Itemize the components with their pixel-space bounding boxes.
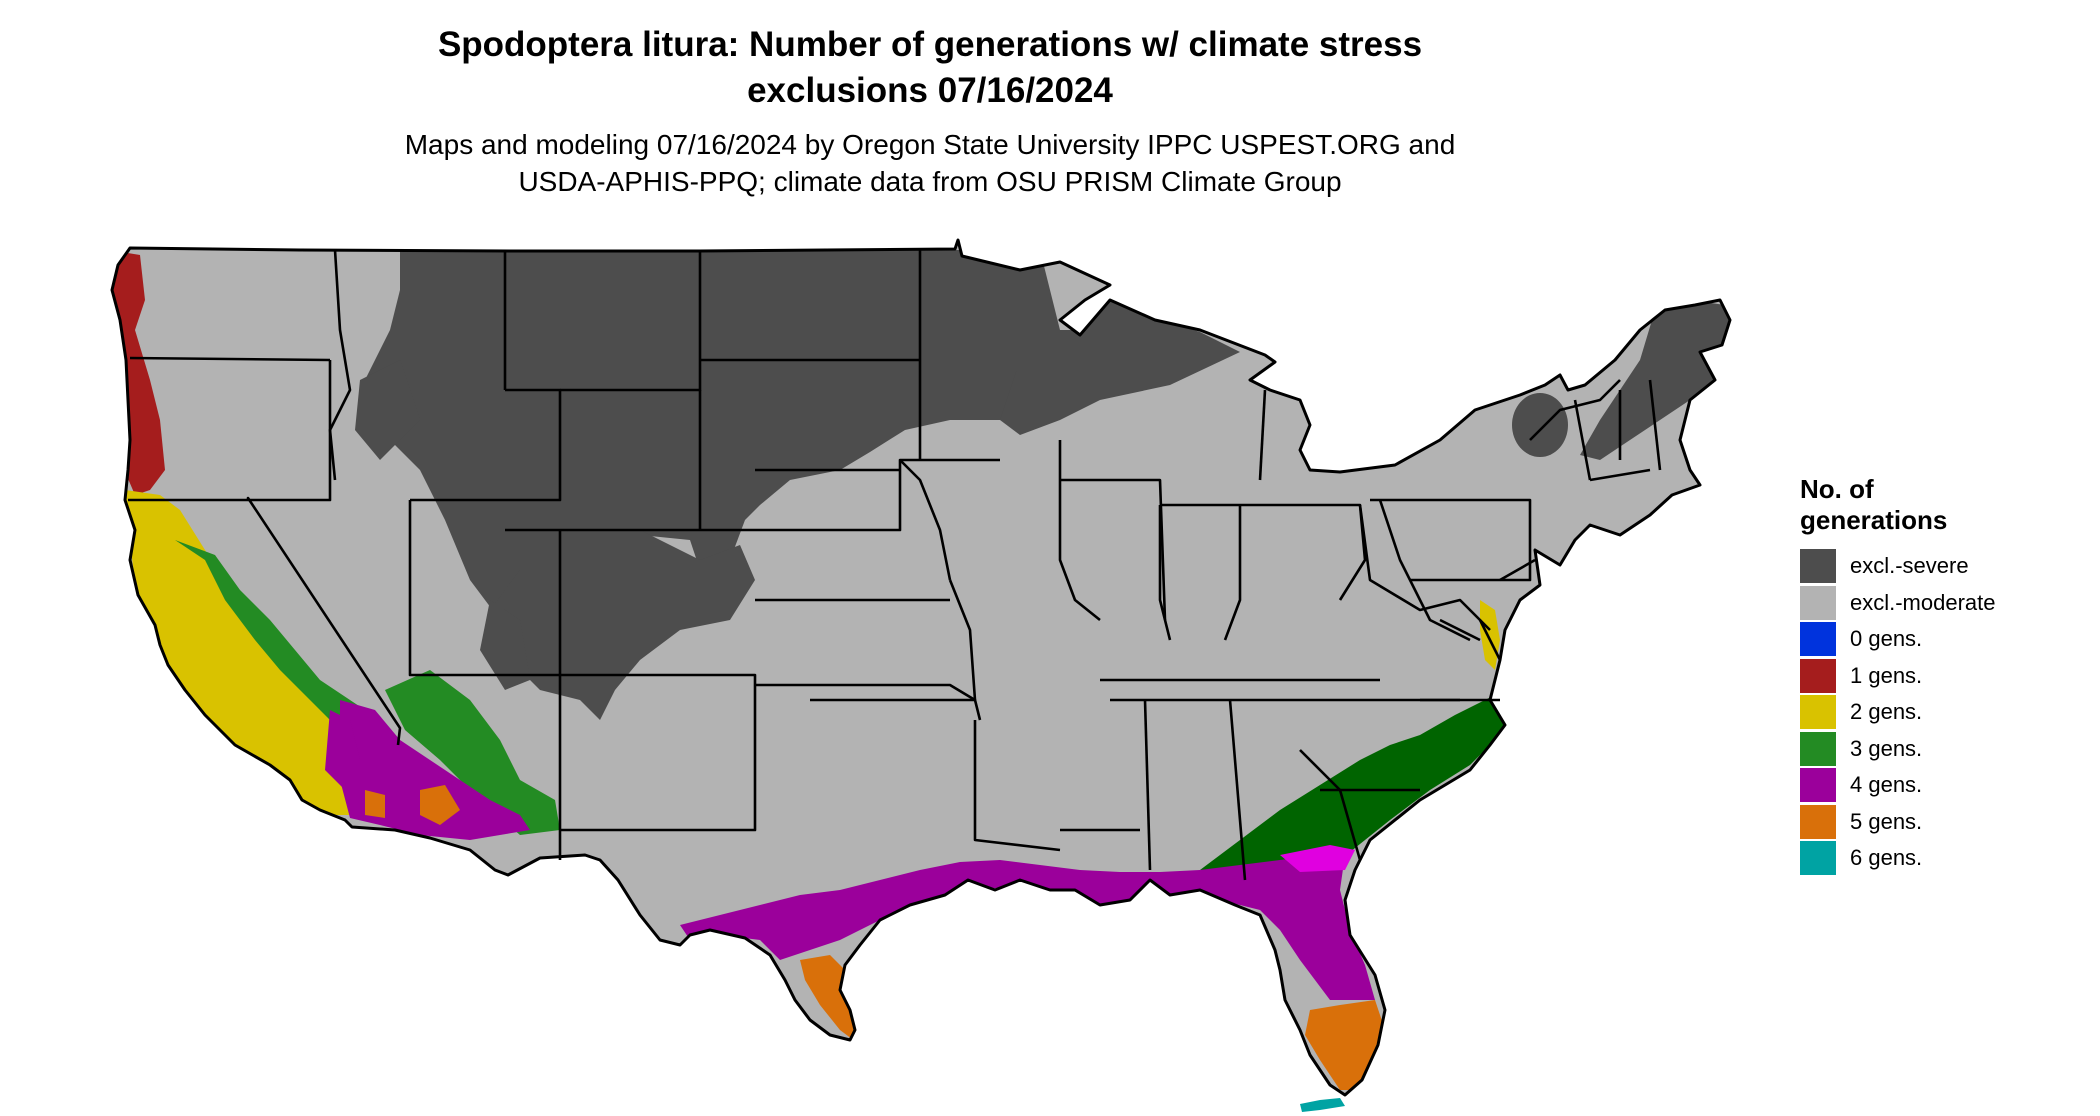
climate-zones: [112, 240, 1730, 1095]
legend-label: 5 gens.: [1850, 808, 1923, 834]
legend-swatch: [1800, 841, 1836, 876]
zone-excl-severe-north: [360, 250, 1070, 630]
legend-label: 4 gens.: [1850, 772, 1923, 798]
subtitle-line-2: USDA-APHIS-PPQ; climate data from OSU PR…: [518, 166, 1342, 197]
legend-label: 6 gens.: [1850, 845, 1923, 871]
zone-gen2-california: [125, 490, 350, 815]
zone-gen5-arizona: [420, 785, 460, 825]
legend-swatch: [1800, 549, 1836, 584]
legend-title: No. of generations: [1800, 474, 2090, 536]
zone-excl-severe-rockies: [490, 530, 755, 720]
zone-excl-severe-adirondacks: [1512, 393, 1568, 457]
legend-swatch: [1800, 658, 1836, 693]
legend-label: excl.-severe: [1850, 553, 1969, 579]
zone-gen4-bright-fringe: [1280, 845, 1355, 872]
legend-swatch: [1800, 585, 1836, 620]
zone-gen3-atlantic: [1200, 690, 1510, 885]
zone-gen5-florida: [1305, 1000, 1385, 1090]
legend: No. of generations excl.-severe excl.-mo…: [1800, 474, 2090, 877]
legend-item-6-gens: 6 gens.: [1800, 840, 2090, 877]
legend-label: excl.-moderate: [1850, 589, 1996, 615]
map-subtitle: Maps and modeling 07/16/2024 by Oregon S…: [250, 126, 1610, 200]
zone-excl-severe-greatbasin: [480, 600, 530, 690]
zone-gen4-arizona: [340, 700, 530, 840]
legend-item-1-gens: 1 gens.: [1800, 658, 2090, 695]
florida-keys: [1300, 1098, 1345, 1112]
legend-title-line-2: generations: [1800, 505, 1948, 535]
legend-label: 3 gens.: [1850, 735, 1923, 761]
legend-swatch: [1800, 695, 1836, 730]
legend-item-5-gens: 5 gens.: [1800, 804, 2090, 841]
legend-item-excl-moderate: excl.-moderate: [1800, 585, 2090, 622]
legend-item-excl-severe: excl.-severe: [1800, 548, 2090, 585]
legend-swatch: [1800, 804, 1836, 839]
legend-item-3-gens: 3 gens.: [1800, 731, 2090, 768]
legend-label: 1 gens.: [1850, 662, 1923, 688]
legend-title-line-1: No. of: [1800, 474, 1874, 504]
zone-gen4-california-desert: [325, 710, 360, 790]
zone-excl-severe-greatlakes: [1000, 300, 1240, 435]
subtitle-line-1: Maps and modeling 07/16/2024 by Oregon S…: [404, 129, 1456, 160]
legend-label: 2 gens.: [1850, 699, 1923, 725]
map-title: Spodoptera litura: Number of generations…: [250, 22, 1610, 114]
zone-excl-severe-idaho: [355, 360, 420, 460]
legend-item-0-gens: 0 gens.: [1800, 621, 2090, 658]
legend-swatch: [1800, 622, 1836, 657]
zone-gen5-arizona-2: [365, 790, 385, 818]
state-borders: [110, 238, 1732, 1097]
legend-item-2-gens: 2 gens.: [1800, 694, 2090, 731]
legend-swatch: [1800, 731, 1836, 766]
title-line-2: exclusions 07/16/2024: [747, 71, 1113, 110]
legend-item-4-gens: 4 gens.: [1800, 767, 2090, 804]
title-line-1: Spodoptera litura: Number of generations…: [437, 25, 1423, 64]
legend-swatch: [1800, 768, 1836, 803]
legend-label: 0 gens.: [1850, 626, 1923, 652]
zone-gen3-california: [175, 540, 380, 760]
zone-gen3-southwest: [385, 670, 560, 835]
